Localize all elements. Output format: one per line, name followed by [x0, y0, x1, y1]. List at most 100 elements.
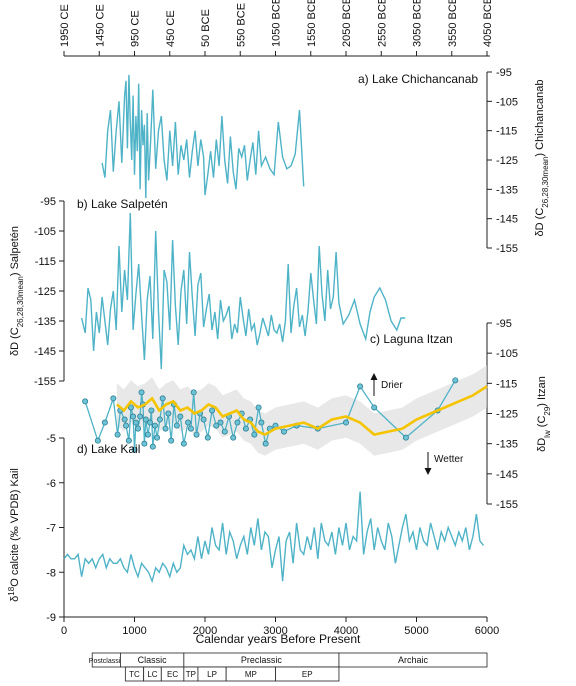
y-tick-label: -115	[35, 256, 56, 268]
panel-b-label: b) Lake Salpetén	[77, 197, 168, 211]
itzan-data-point	[144, 431, 151, 438]
itzan-data-point	[135, 425, 142, 432]
subperiod-label: TP	[186, 670, 196, 679]
wetter-arrowhead	[424, 468, 432, 475]
subperiod-label: LP	[207, 670, 217, 679]
period-label: Classic	[138, 655, 168, 665]
subperiod-label: MP	[245, 670, 257, 679]
period-box	[338, 652, 488, 668]
itzan-data-point	[242, 425, 249, 432]
subperiod-label: EC	[167, 670, 178, 679]
itzan-data-point	[213, 422, 220, 429]
panel-d-series-line	[63, 491, 485, 584]
cultural-periods-table: Postclassic Classic Preclassic Archaic TC LC E…	[89, 652, 488, 682]
y-tick-label: -135	[496, 439, 518, 451]
itzan-data-point	[138, 389, 145, 396]
itzan-data-point	[148, 407, 155, 414]
itzan-data-point	[156, 416, 163, 423]
itzan-data-point	[209, 407, 216, 414]
itzan-data-point	[123, 422, 130, 429]
x-tick-label: 5000	[404, 625, 428, 637]
itzan-data-point	[82, 398, 89, 405]
drier-annotation: Drier	[370, 373, 403, 396]
y-tick-label: -95	[496, 67, 512, 79]
itzan-data-point	[168, 437, 175, 444]
panel-b-ylabel: δD (C26,28,30mean) Salpetén	[9, 226, 25, 356]
itzan-data-point	[154, 434, 161, 441]
panel-c-ylabel: δDlw (C29) Itzan	[536, 376, 552, 452]
y-tick-label: -6	[46, 478, 56, 490]
itzan-data-point	[204, 434, 211, 441]
y-tick-label: -125	[34, 286, 56, 298]
y-tick-label: -155	[496, 243, 518, 255]
y-tick-label: -135	[496, 184, 518, 196]
bottom-axis: 0 1000 2000 3000 4000 5000 6000 Calendar years…	[61, 616, 499, 646]
itzan-data-point	[125, 437, 132, 444]
subperiod-label: TC	[129, 670, 140, 679]
itzan-data-point	[190, 389, 197, 396]
drier-label: Drier	[381, 380, 403, 391]
panel-c-label: c) Laguna Itzan	[370, 332, 453, 346]
itzan-data-point	[357, 383, 364, 390]
drier-arrowhead	[370, 373, 378, 380]
itzan-data-point	[162, 425, 169, 432]
y-tick-label: -115	[496, 378, 517, 390]
itzan-data-point	[110, 395, 117, 402]
itzan-data-point	[230, 434, 237, 441]
y-tick-label: -8	[46, 567, 56, 579]
y-tick-label: -105	[34, 226, 56, 238]
wetter-annotation: Wetter	[424, 452, 464, 475]
panel-c-series-line-yellow	[116, 385, 488, 437]
itzan-data-point	[130, 413, 137, 420]
panel-a-label: a) Lake Chichancanab	[358, 72, 478, 86]
itzan-data-point	[180, 440, 187, 447]
panel-b-series-line	[80, 212, 406, 370]
itzan-data-point	[142, 416, 149, 423]
itzan-data-point	[147, 419, 154, 426]
panel-d-kail: d) Lake Kail -5 -6 -7 -8 -9 δ18O calcite (‰ …	[7, 433, 485, 624]
itzan-data-point	[141, 440, 148, 447]
itzan-data-point	[101, 419, 108, 426]
y-tick-label: -5	[46, 433, 56, 445]
panel-d-ylabel: δ18O calcite (‰ VPDB) Kail	[7, 468, 22, 602]
itzan-data-point	[149, 443, 156, 450]
itzan-data-point	[159, 395, 166, 402]
y-tick-label: -155	[34, 376, 56, 388]
itzan-data-point	[121, 416, 128, 423]
y-tick-label: -135	[34, 316, 56, 328]
itzan-data-point	[151, 422, 158, 429]
top-tick-label: 2550 BCE	[376, 0, 388, 47]
y-tick-label: -95	[40, 196, 56, 208]
itzan-data-point	[255, 404, 262, 411]
itzan-data-point	[131, 446, 138, 453]
itzan-data-point	[402, 434, 409, 441]
itzan-data-point	[251, 431, 258, 438]
panel-b-salpeten: b) Lake Salpetén -95 -105 -115 -125 -135 -145…	[9, 196, 406, 388]
itzan-data-point	[200, 416, 207, 423]
itzan-data-point	[342, 419, 349, 426]
x-tick-label: 4000	[334, 625, 358, 637]
itzan-data-point	[371, 404, 378, 411]
y-tick-label: -145	[496, 214, 518, 226]
top-tick-label: 2050 BCE	[341, 0, 353, 47]
y-tick-label: -155	[496, 499, 518, 511]
x-tick-label: 6000	[475, 625, 499, 637]
y-tick-label: -105	[496, 348, 518, 360]
y-tick-label: -95	[496, 318, 512, 330]
itzan-data-point	[258, 419, 265, 426]
subperiod-label: EP	[302, 670, 313, 679]
panel-c-uncertainty-band	[116, 365, 488, 456]
top-tick-label: 1050 BCE	[271, 0, 283, 47]
y-tick-label: -9	[46, 612, 56, 624]
period-label: Archaic	[398, 655, 429, 665]
top-tick-label: 1550 BCE	[306, 0, 318, 47]
itzan-data-point	[262, 440, 269, 447]
y-tick-label: -145	[496, 469, 518, 481]
top-tick-label: 450 CE	[165, 10, 177, 47]
itzan-data-point	[187, 425, 194, 432]
itzan-data-point	[452, 377, 459, 384]
itzan-data-point	[165, 410, 172, 417]
itzan-data-point	[173, 422, 180, 429]
top-tick-label: 3050 BCE	[412, 0, 424, 47]
